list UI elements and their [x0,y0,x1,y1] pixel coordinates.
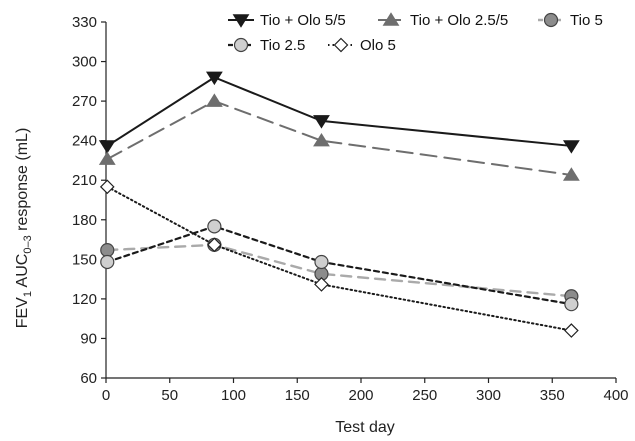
x-tick-label: 100 [221,387,246,404]
legend-marker [543,12,559,28]
series-line [106,185,573,332]
legend-item: Olo 5 [328,37,396,54]
data-point [205,71,223,86]
legend-item: Tio 2.5 [228,37,305,54]
y-tick-label: 330 [72,14,97,31]
y-tick-label: 180 [72,212,97,229]
series-line [106,100,573,176]
y-title-suffix: response (mL) [14,128,31,236]
legend-label: Tio 2.5 [260,37,305,54]
series-line [106,76,573,147]
legend: Tio + Olo 5/5 Tio + Olo 2.5/5 Tio 5 Tio 2.5… [228,12,603,54]
legend-item: Tio + Olo 2.5/5 [378,12,508,29]
legend-marker [233,37,249,53]
x-tick-label: 300 [476,387,501,404]
series-2 [98,93,580,181]
legend-label: Tio + Olo 5/5 [260,12,346,29]
y-tick-label: 120 [72,291,97,308]
y-tick-label: 240 [72,133,97,150]
legend-marker [333,37,349,53]
legend-label: Tio + Olo 2.5/5 [410,12,508,29]
legend-item: Tio 5 [538,12,603,29]
data-point [564,297,579,312]
y-title-prefix: FEV [14,297,31,328]
data-point [564,323,579,338]
legend-label: Tio 5 [570,12,603,29]
y-tick-label: 60 [80,370,97,387]
y-tick-label: 300 [72,54,97,71]
x-tick-label: 200 [348,387,373,404]
series-1 [98,71,580,154]
data-point [562,167,580,181]
y-tick-label: 150 [72,251,97,268]
series-5 [99,179,579,338]
data-point [207,237,222,253]
y-axis-title: FEV1 AUC0–3 response (mL) [14,128,34,329]
x-tick-label: 350 [540,387,565,404]
legend-label: Olo 5 [360,37,396,54]
data-point [314,254,329,270]
data-point [314,277,329,292]
data-point [98,151,116,165]
data-point [562,140,580,154]
x-axis-title: Test day [335,419,395,436]
y-title-sub1: 1 [22,291,34,297]
data-point [99,179,115,195]
x-tick-label: 0 [102,387,110,404]
series-layer [98,71,580,338]
series-4 [100,219,579,312]
x-tick-label: 250 [412,387,437,404]
y-tick-label: 210 [72,172,97,189]
x-tick-label: 50 [161,387,178,404]
x-tick-label: 150 [285,387,310,404]
legend-marker [382,12,400,26]
data-point [100,243,115,258]
series-line [106,243,573,298]
y-title-mid: AUC [14,254,31,291]
data-point [313,115,330,129]
y-axis: 60 90 120 150 180 210 240 270 300 330 [72,14,107,387]
y-tick-label: 270 [72,93,97,110]
x-axis: 0 50 100 150 200 250 300 350 400 [102,377,629,404]
data-point [205,93,223,107]
x-tick-label: 400 [603,387,628,404]
legend-item: Tio + Olo 5/5 [228,12,346,29]
data-point [100,254,115,270]
y-title-sub2: 0–3 [22,235,34,253]
data-point [98,140,116,154]
data-point [313,132,330,147]
legend-marker [232,14,250,28]
data-point [207,219,222,234]
series-line [106,225,573,306]
y-tick-label: 90 [80,330,97,347]
